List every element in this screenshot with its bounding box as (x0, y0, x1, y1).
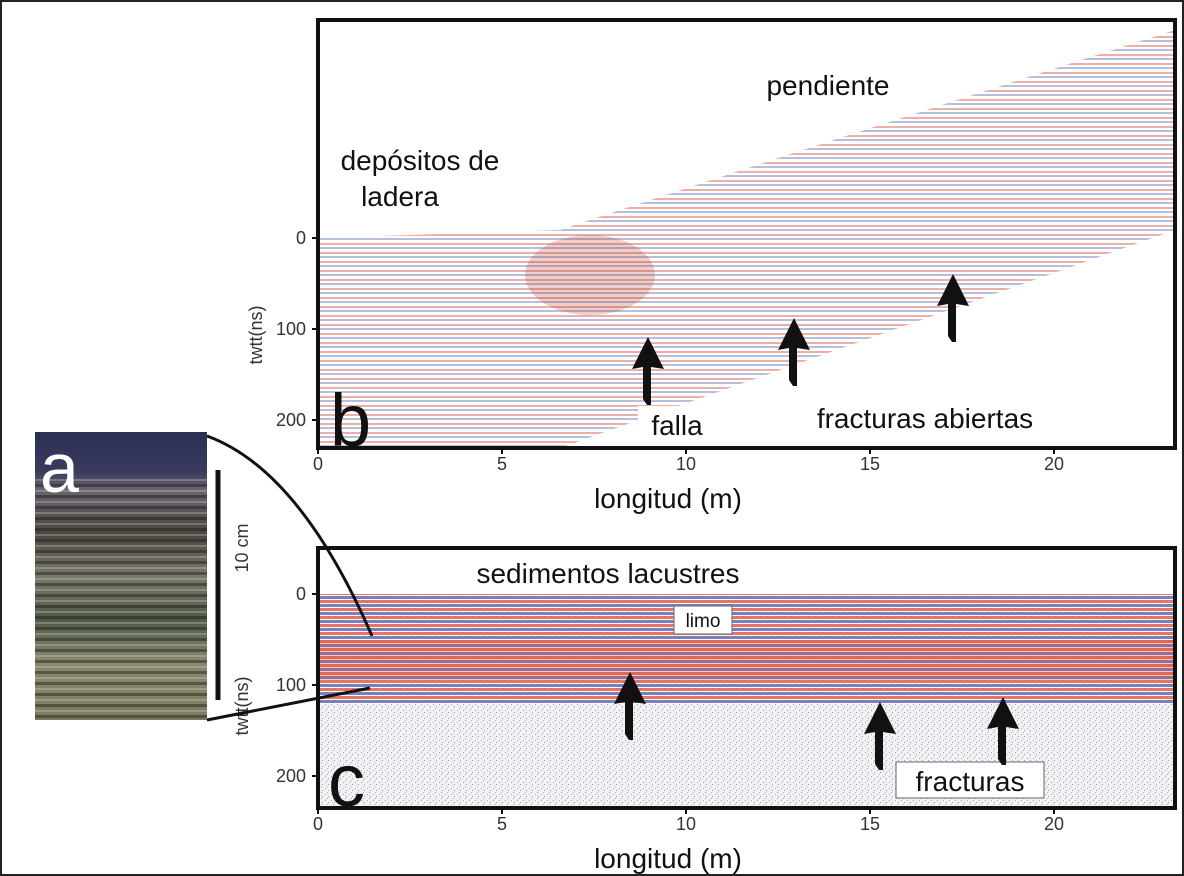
annotation: sedimentos lacustres (476, 558, 739, 589)
y-tick-label: 200 (276, 766, 306, 786)
y-axis-label: twtt(ns) (246, 305, 266, 364)
x-tick-label: 0 (313, 814, 323, 834)
y-tick-label: 100 (276, 675, 306, 695)
x-axis-label: longitud (m) (594, 843, 742, 874)
x-tick-label: 10 (676, 814, 696, 834)
y-tick-label: 100 (276, 319, 306, 339)
annotation: falla (651, 410, 703, 441)
label-box (448, 552, 768, 590)
y-axis-label: twtt(ns) (232, 676, 252, 735)
panel-letter: a (40, 429, 79, 507)
x-tick-label: 15 (860, 814, 880, 834)
y-tick-label: 200 (276, 410, 306, 430)
y-tick-label: 0 (296, 228, 306, 248)
x-tick-label: 0 (313, 454, 323, 474)
reflector (318, 640, 1175, 680)
x-tick-label: 20 (1044, 454, 1064, 474)
annotation: ladera (361, 181, 439, 212)
core-layers (35, 478, 207, 720)
annotation: fracturas abiertas (817, 403, 1033, 434)
label-box (895, 761, 1045, 799)
radargram-c (318, 594, 1175, 704)
panel-letter: b (330, 379, 371, 462)
panel-letter: c (328, 739, 365, 822)
panel-c-frame (316, 546, 1177, 810)
annotation: limo (686, 611, 721, 632)
annotation: depósitos de (341, 145, 500, 176)
x-tick-label: 20 (1044, 814, 1064, 834)
radargram-b (318, 30, 1175, 448)
label-box (790, 398, 1060, 434)
x-tick-label: 10 (676, 454, 696, 474)
x-tick-label: 15 (860, 454, 880, 474)
label-box (638, 406, 718, 440)
panel-b-frame (316, 18, 1177, 450)
anomaly (525, 235, 655, 315)
annotation: pendiente (766, 70, 889, 101)
x-tick-label: 5 (497, 814, 507, 834)
x-axis-label: longitud (m) (594, 483, 742, 514)
y-tick-label: 0 (296, 584, 306, 604)
scale-label: 10 cm (232, 523, 252, 572)
annotation: fracturas (916, 766, 1025, 797)
label-box (673, 605, 733, 635)
connector (206, 434, 374, 722)
x-tick-label: 5 (497, 454, 507, 474)
